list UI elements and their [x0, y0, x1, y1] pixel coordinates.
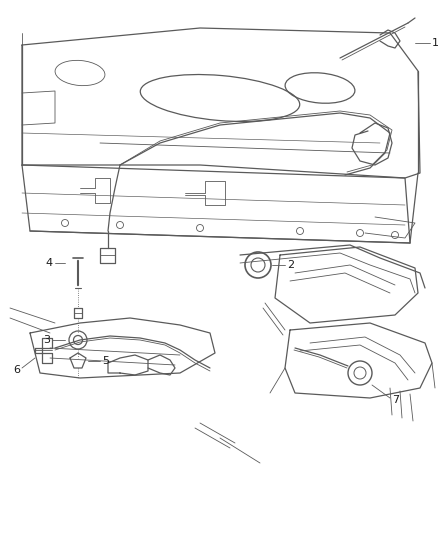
Text: 2: 2 — [287, 260, 294, 270]
Text: 4: 4 — [46, 258, 53, 268]
Text: 5: 5 — [102, 356, 109, 366]
Text: 6: 6 — [13, 365, 20, 375]
Text: 1: 1 — [432, 38, 438, 48]
Text: 7: 7 — [392, 395, 399, 405]
Text: 3: 3 — [43, 335, 50, 345]
